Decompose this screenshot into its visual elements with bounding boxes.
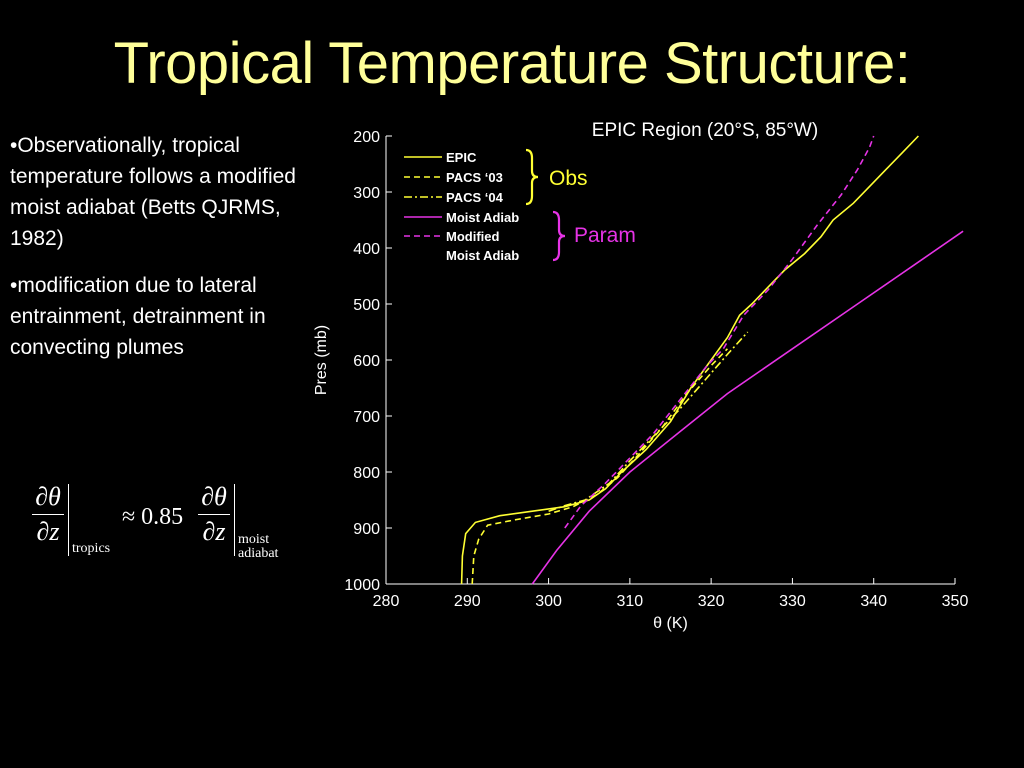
legend-label: Moist Adiab [446, 248, 519, 263]
y-tick-label: 300 [353, 185, 380, 202]
y-tick-label: 700 [353, 409, 380, 426]
x-axis-label: θ (K) [653, 615, 688, 632]
equation-subscript-tropics: tropics [72, 541, 111, 556]
equation-numerator: ∂θ [201, 482, 227, 511]
bullet-item: •modification due to lateral entrainment… [10, 274, 266, 359]
equation-denominator: ∂z [202, 517, 226, 546]
y-tick-label: 500 [353, 297, 380, 314]
equation-denominator: ∂z [36, 517, 60, 546]
series-line [531, 230, 964, 585]
bullet-list: •Observationally, tropical temperature f… [10, 130, 300, 379]
legend-group-param: Param [574, 224, 636, 247]
y-tick-label: 600 [353, 353, 380, 370]
equation-numerator: ∂θ [35, 482, 61, 511]
y-tick-label: 900 [353, 521, 380, 538]
legend-label: PACS ‘04 [446, 190, 504, 205]
y-tick-label: 800 [353, 465, 380, 482]
y-axis-label: Pres (mb) [313, 325, 330, 395]
legend-label: Moist Adiab [446, 210, 519, 225]
obs-brace [525, 148, 539, 206]
y-tick-label: 400 [353, 241, 380, 258]
x-tick-label: 350 [942, 593, 969, 610]
evaluation-bar-left [68, 484, 69, 556]
series-line [471, 348, 728, 585]
legend-label: Modified [446, 229, 499, 244]
series-line [548, 331, 749, 512]
legend-label: EPIC [446, 150, 477, 165]
x-tick-label: 340 [860, 593, 887, 610]
equation-subscript-moist: moist [238, 532, 270, 547]
evaluation-bar-right [234, 484, 235, 556]
x-tick-label: 300 [535, 593, 562, 610]
x-tick-label: 320 [698, 593, 725, 610]
x-tick-label: 330 [779, 593, 806, 610]
series-line [564, 135, 875, 529]
legend-group-obs: Obs [549, 167, 588, 190]
equation: ∂θ ∂z tropics ≈ 0.85 ∂θ ∂z moist adiabat [20, 480, 310, 570]
series-line [460, 135, 919, 585]
y-tick-label: 200 [353, 129, 380, 146]
y-tick-label: 1000 [344, 577, 380, 594]
x-tick-label: 310 [617, 593, 644, 610]
x-tick-label: 290 [454, 593, 481, 610]
equation-subscript-adiabat: adiabat [238, 546, 279, 561]
x-tick-label: 280 [373, 593, 400, 610]
chart-title: EPIC Region (20°S, 85°W) [592, 120, 818, 141]
slide-title: Tropical Temperature Structure: [113, 31, 911, 96]
equation-coefficient: ≈ 0.85 [122, 504, 184, 530]
bullet-item: •Observationally, tropical temperature f… [10, 134, 296, 250]
legend-label: PACS ‘03 [446, 170, 503, 185]
equation-fraction-right: ∂θ ∂z [196, 480, 232, 549]
equation-fraction-left: ∂θ ∂z [30, 480, 66, 549]
param-brace [552, 210, 566, 262]
